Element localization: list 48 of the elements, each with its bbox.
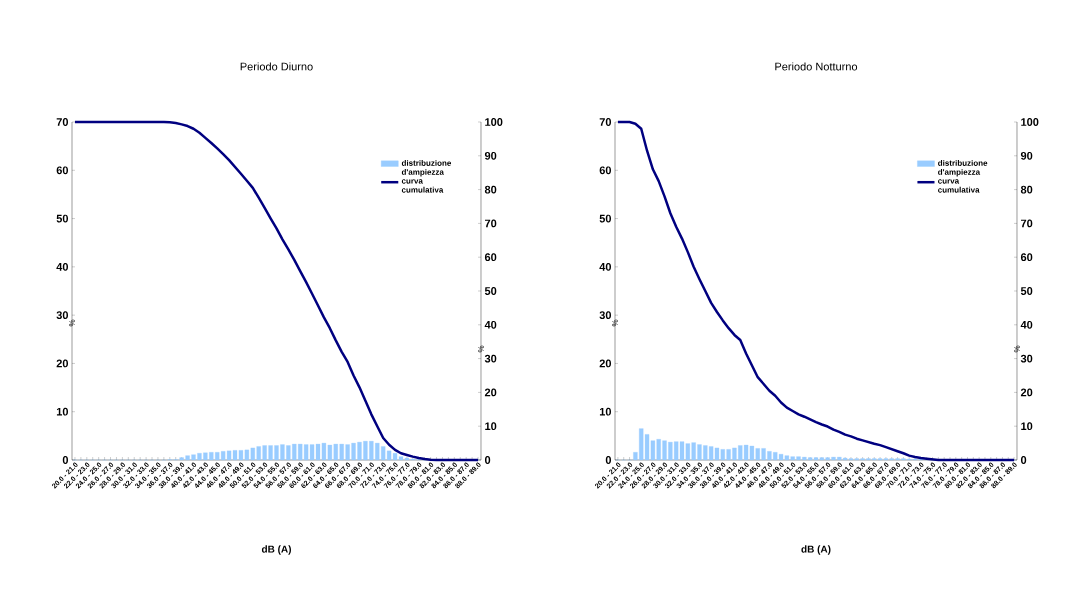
y-tick-label: 40: [599, 262, 612, 271]
chart-title: Periodo Diurno: [240, 62, 313, 71]
y2-tick-label: 10: [485, 422, 497, 431]
y-tick-label: 50: [56, 214, 69, 223]
y2-tick-label: 100: [485, 118, 503, 126]
y2-axis-title: %: [1014, 345, 1020, 353]
y-tick-label: 0: [605, 456, 612, 464]
y2-tick-label: 50: [1020, 287, 1033, 295]
y2-tick-label: 60: [484, 253, 497, 262]
y-tick-label: 70: [599, 118, 612, 126]
y2-tick-label: 40: [484, 320, 497, 329]
y2-tick-label: 0: [484, 456, 491, 464]
y2-tick-label: 70: [1021, 219, 1033, 228]
y-tick-label: 20: [56, 359, 69, 368]
y2-tick-label: 20: [484, 388, 497, 397]
y-tick-label: 40: [56, 262, 69, 271]
y2-tick-label: 40: [1020, 320, 1033, 329]
y2-tick-label: 90: [484, 151, 497, 160]
chart-title: Periodo Notturno: [775, 62, 858, 71]
y2-tick-label: 80: [484, 185, 497, 194]
y2-tick-label: 70: [485, 219, 497, 228]
y2-tick-label: 100: [1021, 118, 1039, 126]
y-tick-label: 10: [599, 407, 612, 416]
y-tick-label: 70: [56, 118, 69, 126]
y2-axis-title: %: [478, 345, 484, 353]
y2-tick-label: 80: [1020, 185, 1033, 194]
y-tick-label: 30: [56, 311, 69, 320]
y2-tick-label: 90: [1020, 151, 1033, 160]
x-axis-title: dB (A): [801, 545, 831, 555]
y-tick-label: 60: [56, 166, 69, 175]
y-axis-title: %: [612, 319, 618, 327]
y2-tick-label: 20: [1020, 388, 1033, 397]
legend-label: curva cumulativa: [938, 179, 980, 193]
y2-tick-label: 30: [1020, 354, 1033, 363]
y2-tick-label: 60: [1020, 253, 1033, 262]
y2-tick-label: 30: [484, 354, 497, 363]
y2-tick-label: 10: [1021, 422, 1033, 431]
y-tick-label: 60: [599, 166, 612, 175]
y-tick-label: 10: [56, 407, 69, 416]
y-axis-title: %: [69, 319, 75, 327]
y-tick-label: 50: [599, 214, 612, 223]
x-axis-title: dB (A): [261, 545, 291, 555]
legend-label: curva cumulativa: [401, 179, 444, 193]
y-tick-label: 0: [62, 456, 69, 464]
y2-tick-label: 0: [1020, 456, 1027, 464]
y-tick-label: 20: [599, 359, 612, 368]
y2-tick-label: 50: [484, 287, 497, 295]
y-tick-label: 30: [599, 311, 612, 320]
